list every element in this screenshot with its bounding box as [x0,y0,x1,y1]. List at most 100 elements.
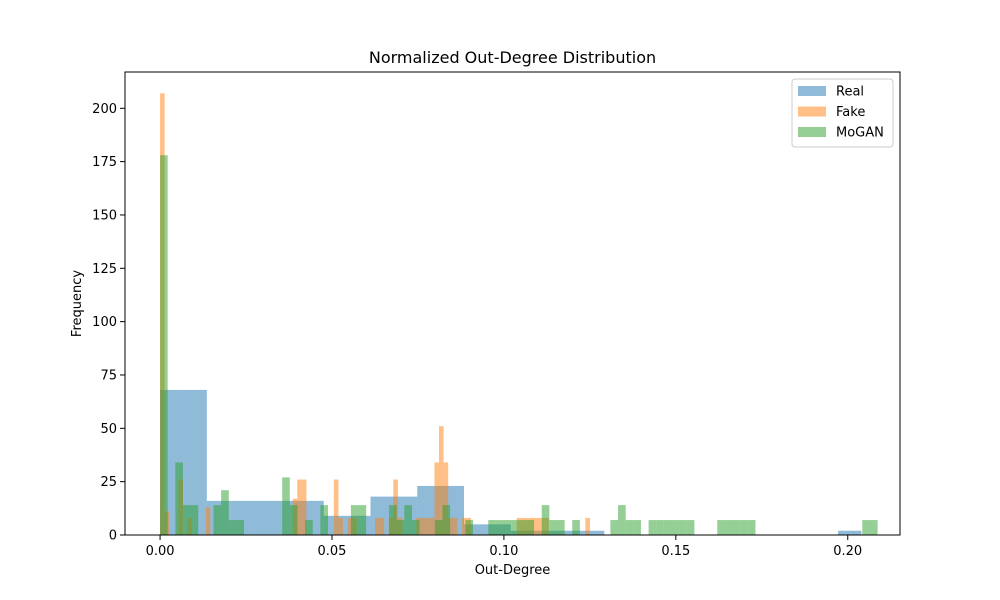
legend-swatch [798,86,826,96]
y-tick-label: 125 [92,262,117,277]
bar-mogan-44 [495,520,504,535]
x-tick-label: 0.10 [489,544,518,559]
y-tick-label: 50 [100,422,117,437]
bar-mogan-26 [358,505,367,535]
bar-fake-66 [461,517,467,535]
bar-fake-39 [338,517,343,535]
legend-label: MoGAN [836,126,884,141]
bar-mogan-2 [175,462,183,535]
legend-swatch [798,127,826,137]
bar-mogan-59 [610,520,619,535]
bar-fake-60 [434,462,440,535]
bar-real-4 [253,500,277,535]
legend-label: Fake [836,105,865,120]
bar-mogan-93 [869,520,878,535]
x-tick-label: 0.15 [661,544,690,559]
chart-title: Normalized Out-Degree Distribution [369,48,656,67]
bar-mogan-7 [213,505,222,535]
bar-mogan-8 [221,490,229,535]
bar-mogan-4 [190,505,199,535]
bar-mogan-0 [160,155,168,535]
bar-mogan-92 [862,520,870,535]
x-tick-label: 0.05 [318,544,347,559]
y-axis-label: Frequency [70,270,85,337]
bar-mogan-51 [549,520,557,535]
bar-mogan-60 [618,505,626,535]
bar-mogan-52 [556,520,565,535]
plot-frame [124,71,901,536]
bar-mogan-75 [732,520,741,535]
bar-mogan-61 [625,520,634,535]
bar-fake-61 [439,426,444,535]
bar-fake-10 [205,507,211,535]
bar-fake-57 [420,517,426,535]
legend-label: Real [836,85,864,100]
bar-real-1 [183,389,207,535]
y-tick-label: 175 [92,155,117,170]
bar-real-29 [838,530,862,535]
bar-fake-38 [333,479,339,535]
bar-mogan-3 [182,505,191,535]
x-tick-label: 0.20 [833,544,862,559]
bar-mogan-47 [518,520,527,535]
bar-mogan-74 [724,520,733,535]
bar-mogan-32 [404,505,412,535]
bar-real-17 [557,530,581,535]
bar-mogan-62 [633,520,641,535]
bar-fake-82 [535,517,540,535]
bar-mogan-21 [320,505,328,535]
bar-real-18 [580,530,605,535]
y-tick-label: 200 [92,102,117,117]
legend: Real Fake MoGAN [791,78,894,148]
bar-mogan-19 [305,520,313,535]
bar-mogan-25 [350,505,359,535]
y-tick-label: 0 [109,529,117,544]
y-tick-label: 150 [92,208,117,223]
bar-mogan-54 [572,520,580,535]
bar-fake-59 [429,517,435,535]
x-axis: 0.00 0.05 0.10 0.15 0.20 [146,535,862,559]
bars-layer [160,93,878,535]
bar-fake-64 [452,517,458,535]
bar-mogan-66 [663,520,672,535]
bar-mogan-30 [389,505,397,535]
bar-mogan-65 [656,520,664,535]
legend-item-fake: Fake [798,105,865,120]
bar-fake-93 [585,517,590,535]
bar-fake-41 [347,517,353,535]
bar-mogan-17 [289,505,298,535]
bar-mogan-77 [747,520,756,535]
bar-mogan-37 [442,505,451,535]
bar-mogan-48 [526,520,535,535]
bar-fake-31 [301,479,307,535]
bar-mogan-33 [411,520,420,535]
bar-fake-30 [297,479,302,535]
bar-mogan-36 [434,520,443,535]
legend-item-mogan: MoGAN [798,126,884,141]
y-axis: 0 25 50 75 100 125 150 175 200 [92,102,125,544]
plot-area [125,72,900,535]
bar-mogan-69 [686,520,695,535]
bar-fake-47 [375,517,380,535]
bar-fake-58 [425,517,430,535]
series-mogan-bars [160,155,878,535]
bar-mogan-67 [671,520,680,535]
bar-mogan-43 [488,520,496,535]
bar-mogan-16 [282,477,290,535]
y-tick-label: 75 [100,368,117,383]
bar-mogan-64 [648,520,657,535]
y-tick-label: 25 [100,475,117,490]
x-tick-label: 0.00 [146,544,175,559]
bar-mogan-68 [679,520,687,535]
bar-mogan-45 [503,520,512,535]
x-axis-label: Out-Degree [475,563,551,578]
bar-mogan-73 [717,520,725,535]
bar-mogan-46 [511,520,519,535]
legend-item-real: Real [798,85,864,100]
bar-mogan-9 [228,520,237,535]
y-tick-label: 100 [92,315,117,330]
bar-fake-63 [448,517,453,535]
legend-swatch [798,106,826,117]
bar-fake-48 [379,517,385,535]
